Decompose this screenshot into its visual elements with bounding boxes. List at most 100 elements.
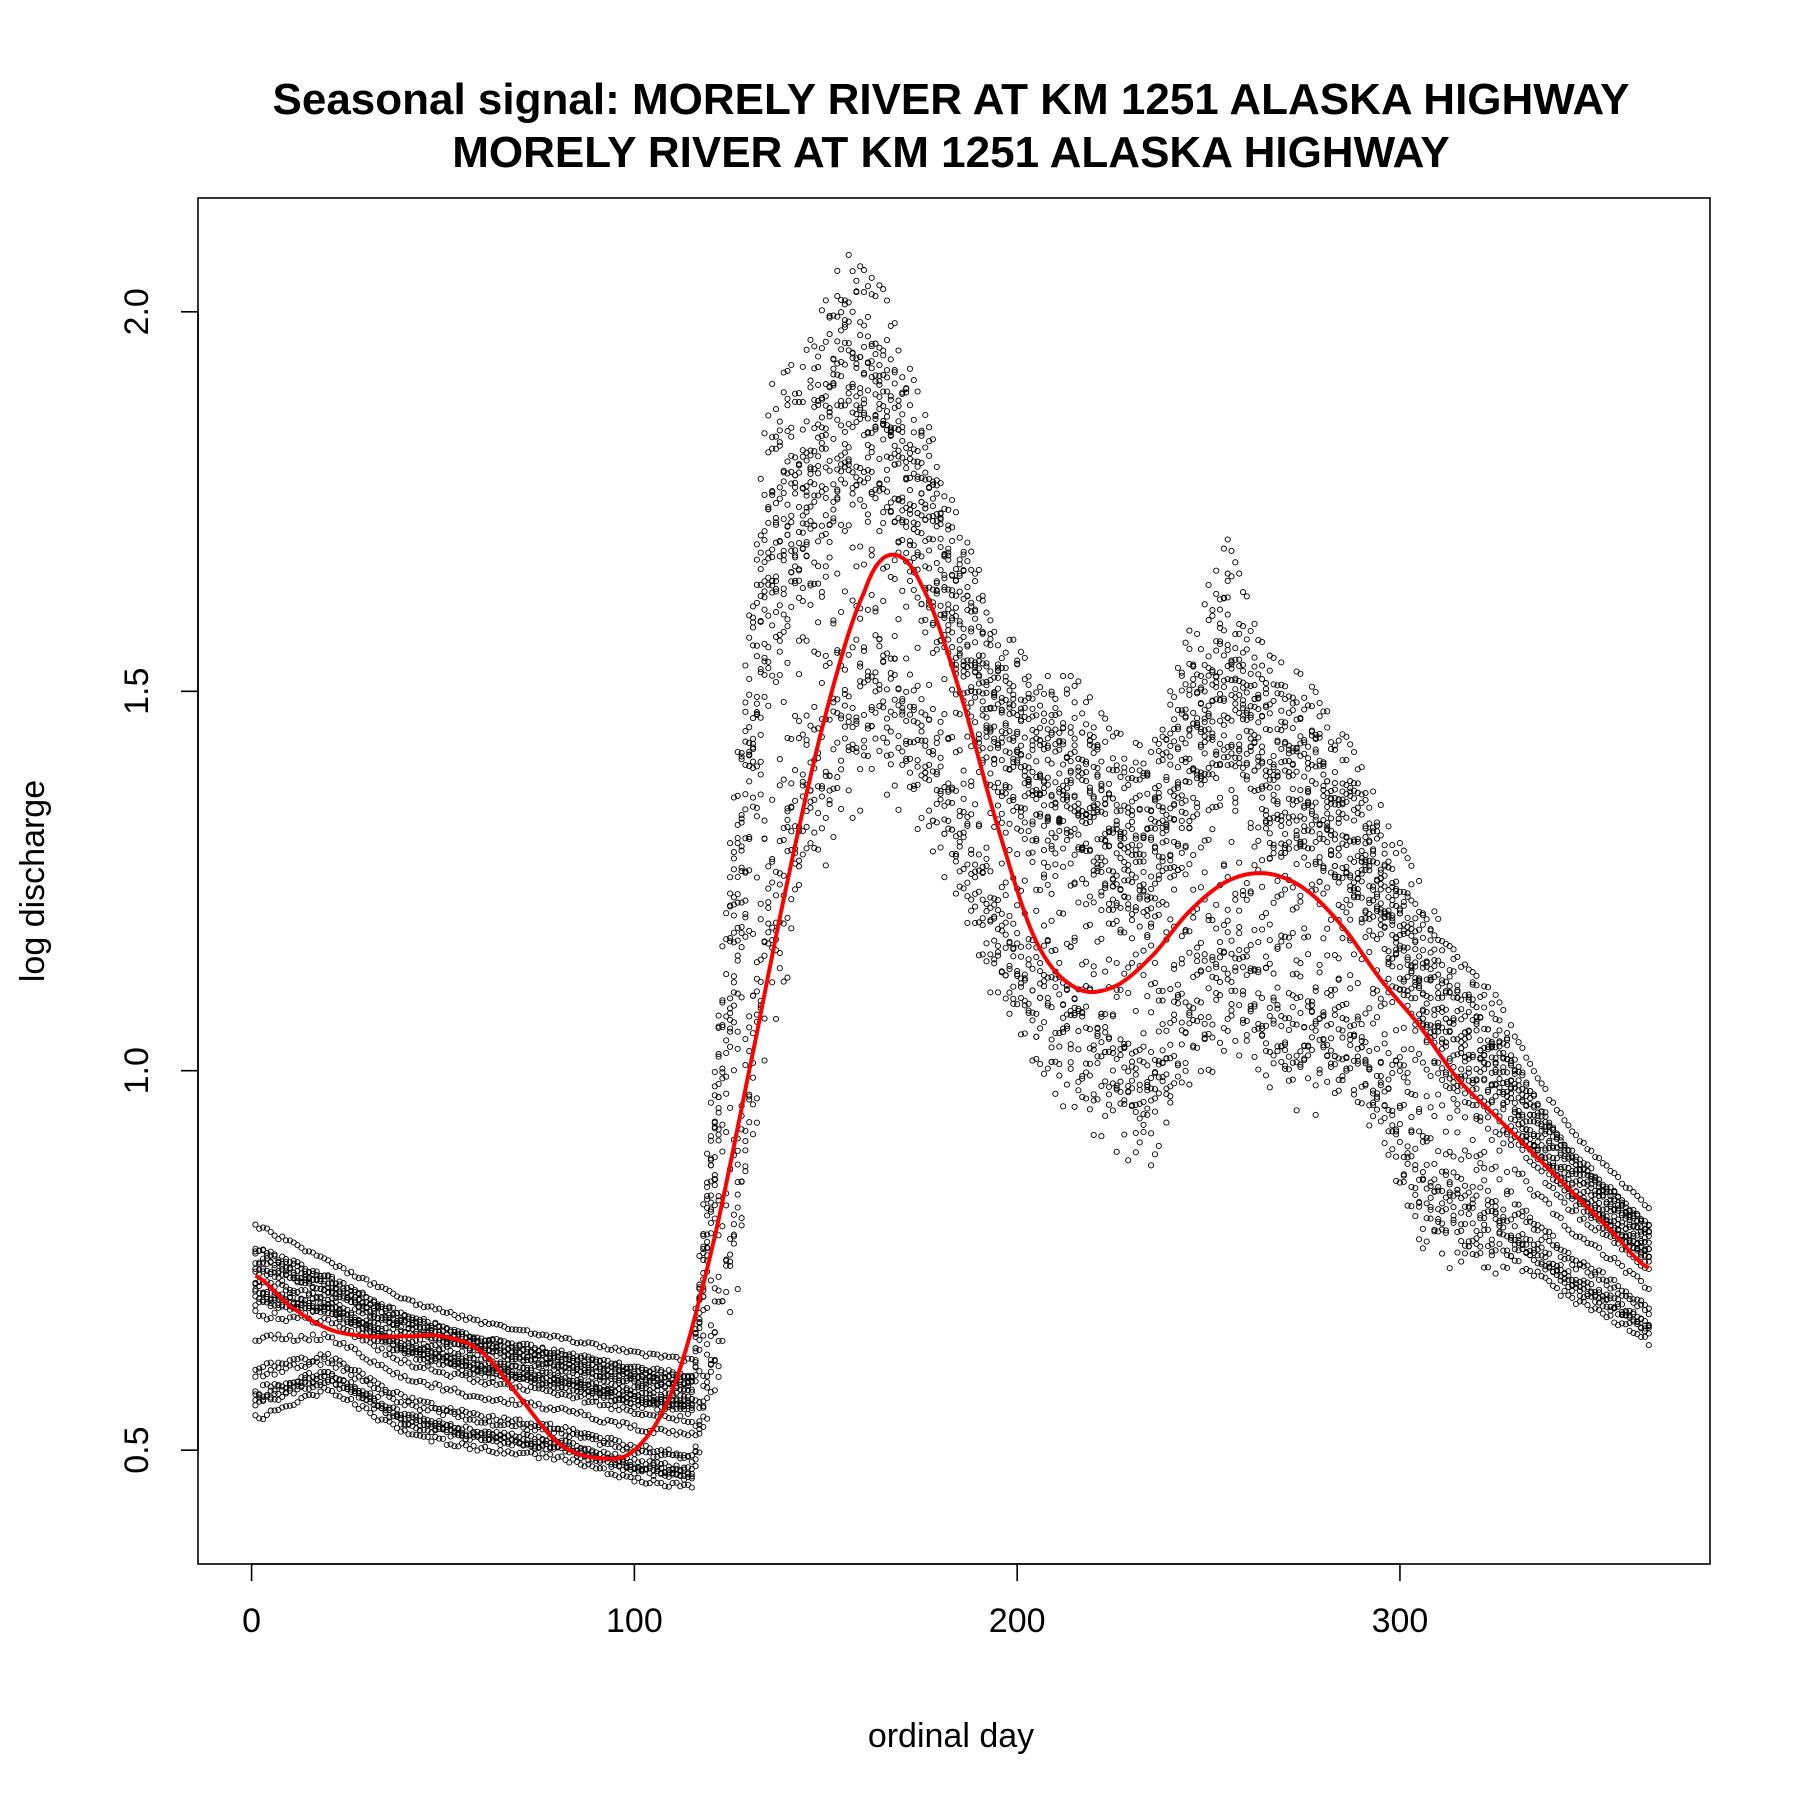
data-point [1014, 930, 1021, 937]
data-point [757, 978, 764, 985]
data-point [393, 1318, 401, 1325]
data-point [891, 711, 898, 719]
data-point [780, 490, 787, 497]
data-point [769, 546, 776, 553]
data-point [432, 1357, 439, 1364]
data-point [328, 1360, 336, 1367]
data-point [256, 1247, 263, 1254]
data-point [351, 1317, 358, 1324]
data-point [386, 1390, 393, 1397]
data-point [413, 1319, 420, 1326]
data-point [386, 1404, 393, 1411]
data-point [780, 776, 787, 783]
data-point [868, 449, 875, 456]
data-point [635, 1474, 642, 1481]
data-point [815, 619, 822, 626]
data-point [1010, 920, 1017, 927]
data-point [1079, 710, 1086, 717]
data-point [704, 1379, 711, 1386]
data-point [1037, 684, 1044, 691]
data-point [1025, 961, 1032, 968]
data-point [719, 1223, 726, 1230]
data-point [972, 694, 979, 701]
data-point [707, 1099, 714, 1106]
data-point [267, 1303, 274, 1310]
data-point [746, 1119, 753, 1126]
data-point [998, 810, 1005, 817]
data-point [355, 1373, 362, 1380]
data-point [757, 475, 764, 482]
data-point [367, 1281, 374, 1288]
data-point [386, 1318, 393, 1325]
data-point [367, 1359, 374, 1366]
data-point [405, 1340, 412, 1347]
data-point [1090, 899, 1097, 906]
data-point [336, 1341, 343, 1348]
data-point [439, 1369, 447, 1376]
data-point [719, 1298, 726, 1305]
data-point [895, 418, 902, 425]
data-point [887, 728, 894, 735]
data-point [267, 1396, 274, 1403]
data-point [711, 1202, 718, 1209]
data-point [1117, 986, 1124, 993]
data-point [1002, 879, 1009, 886]
data-point [841, 723, 848, 730]
data-point [987, 951, 994, 958]
data-point [742, 662, 749, 669]
data-point [822, 445, 829, 452]
data-point [447, 1341, 454, 1348]
data-point [910, 377, 917, 384]
data-point [757, 549, 764, 556]
data-point [845, 444, 852, 451]
data-point [332, 1298, 339, 1305]
data-point [849, 704, 856, 711]
data-point [765, 904, 772, 911]
data-point [1033, 758, 1040, 765]
data-point [849, 490, 856, 497]
data-point [876, 381, 883, 388]
data-point [390, 1390, 397, 1397]
data-point [838, 608, 845, 616]
data-point [807, 840, 814, 847]
data-point [1102, 738, 1109, 745]
data-point [562, 1456, 569, 1463]
data-point [386, 1367, 393, 1375]
data-point [1006, 962, 1013, 969]
data-point [1056, 991, 1063, 998]
data-point [841, 735, 848, 742]
data-point [1102, 1078, 1109, 1085]
data-point [282, 1360, 290, 1367]
data-point [371, 1319, 378, 1326]
data-point [883, 739, 891, 746]
data-point [972, 578, 979, 585]
data-point [1037, 1060, 1044, 1068]
data-point [1098, 758, 1105, 765]
data-point [803, 845, 810, 852]
data-point [371, 1397, 378, 1404]
data-point [420, 1378, 427, 1385]
data-point [975, 851, 982, 858]
data-point [723, 1288, 730, 1296]
data-point [348, 1283, 355, 1291]
data-point [260, 1259, 267, 1266]
data-point [914, 644, 921, 651]
data-point [841, 428, 848, 435]
data-point [393, 1399, 401, 1406]
data-point [838, 422, 845, 429]
data-point [390, 1421, 397, 1428]
data-point [880, 286, 887, 293]
data-point [769, 879, 776, 886]
data-point [1002, 829, 1009, 836]
data-point [627, 1424, 634, 1431]
data-point [1056, 1043, 1063, 1050]
data-point [945, 780, 952, 787]
data-point [371, 1326, 378, 1333]
data-point [1071, 1103, 1078, 1110]
data-point [1021, 704, 1028, 711]
data-point [390, 1413, 397, 1420]
data-point [749, 624, 757, 631]
data-point [903, 688, 910, 695]
data-point [302, 1335, 309, 1342]
data-point [822, 573, 829, 580]
